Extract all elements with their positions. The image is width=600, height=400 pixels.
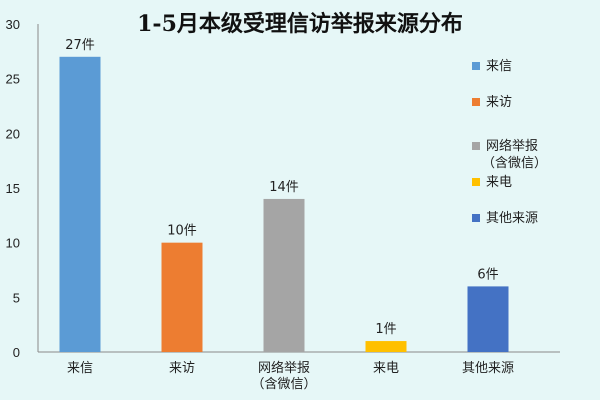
bar [467, 286, 509, 352]
y-tick-label: 10 [6, 236, 20, 251]
data-label: 27件 [65, 38, 95, 53]
y-tick-label: 5 [13, 290, 20, 305]
y-ticks: 0 5 10 15 20 25 30 [6, 17, 20, 360]
chart-title: 1-5月本级受理信访举报来源分布 [137, 11, 463, 37]
legend-label: 网络举报 [486, 138, 538, 154]
y-tick-label: 15 [6, 181, 20, 196]
legend-swatch [472, 142, 480, 150]
legend-swatch [472, 214, 480, 222]
data-label: 1件 [375, 322, 396, 337]
data-labels: 27件 10件 14件 1件 6件 [65, 38, 498, 337]
legend-label: 来电 [486, 175, 512, 190]
data-label: 14件 [269, 180, 299, 195]
x-tick-label: 网络举报 [258, 360, 310, 376]
legend-label: 来信 [486, 59, 512, 74]
bar [59, 56, 101, 353]
x-tick-label: 来访 [169, 361, 195, 376]
legend-label: 来访 [486, 95, 512, 110]
data-label: 10件 [167, 224, 197, 239]
x-labels: 来信 来访 网络举报（含微信） 来电 其他来源 [67, 360, 514, 392]
x-tick-label: 其他来源 [462, 361, 514, 376]
legend-swatch [472, 178, 480, 186]
legend-swatch [472, 98, 480, 106]
y-tick-label: 0 [13, 345, 20, 360]
legend-label: （含微信） [482, 155, 547, 171]
data-label: 6件 [477, 267, 498, 282]
y-tick-label: 25 [6, 72, 20, 87]
x-tick-label: 来电 [373, 361, 399, 376]
bar [263, 198, 305, 352]
legend-label: 其他来源 [486, 211, 538, 226]
bar [161, 242, 203, 352]
bars [59, 56, 509, 353]
x-tick-label: 来信 [67, 361, 93, 376]
bar [365, 341, 407, 352]
x-tick-label: （含微信） [251, 376, 316, 392]
y-tick-label: 20 [6, 126, 20, 141]
y-tick-label: 30 [6, 17, 20, 32]
legend-swatch [472, 62, 480, 70]
